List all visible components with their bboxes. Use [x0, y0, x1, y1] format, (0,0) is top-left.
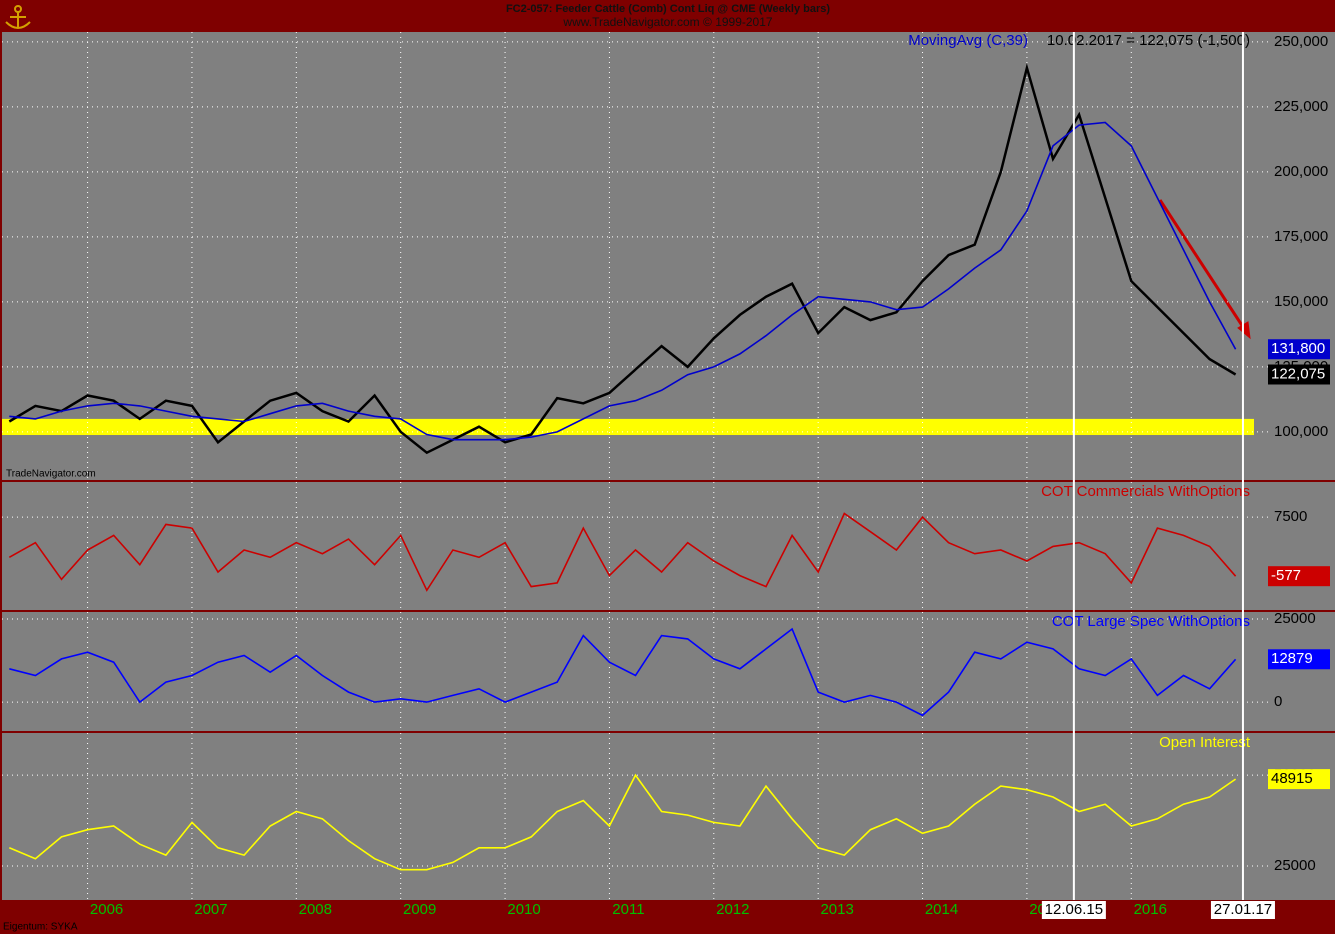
y-tick-label: 225,000 — [1274, 98, 1328, 115]
value-marker-box — [1268, 649, 1330, 670]
series-line — [8, 512, 1237, 592]
value-marker-label: 122,075 — [1271, 365, 1325, 382]
y-tick-label: 200,000 — [1274, 163, 1328, 180]
series-legend: MovingAvg (C,39) — [908, 32, 1028, 49]
x-tick-label: 2016 — [1134, 901, 1167, 918]
y-tick-label: 150,000 — [1274, 293, 1328, 310]
x-tick-label: 2014 — [925, 901, 958, 918]
value-marker-box — [1268, 364, 1330, 385]
x-tick-label: 2009 — [403, 901, 436, 918]
value-marker-box — [1268, 339, 1330, 360]
value-marker-box — [1268, 566, 1330, 587]
date-marker-box — [1210, 901, 1275, 919]
legend-value: 10.02.2017 = 122,075 (-1,500) — [1047, 32, 1250, 49]
x-tick-label: 2012 — [716, 901, 749, 918]
x-tick-label: 2008 — [299, 901, 332, 918]
logo — [5, 5, 31, 29]
series-line — [8, 63, 1237, 455]
x-tick-label: 2007 — [194, 901, 227, 918]
series-line — [9, 121, 1237, 441]
plot-background — [2, 32, 1335, 900]
x-tick-label: 2006 — [90, 901, 123, 918]
date-marker-label: 12.06.15 — [1045, 901, 1103, 918]
x-tick-label: 2011 — [612, 901, 644, 918]
date-marker-box — [1041, 901, 1106, 919]
value-marker-label: 12879 — [1271, 650, 1313, 667]
y-tick-label: 100,000 — [1274, 423, 1328, 440]
chart-title: FC2-057: Feeder Cattle (Comb) Cont Liq @… — [506, 3, 830, 15]
y-tick-label: 175,000 — [1274, 228, 1328, 245]
x-tick-label: 2010 — [507, 901, 540, 918]
y-tick-label: 250,000 — [1274, 33, 1328, 50]
chart-subtitle: www.TradeNavigator.com © 1999-2017 — [562, 15, 772, 29]
highlight-band — [2, 418, 1254, 436]
footer-note: Eigentum: SYKA — [3, 922, 78, 933]
value-marker-label: 48915 — [1271, 770, 1313, 787]
value-marker-label: -577 — [1271, 567, 1301, 584]
value-marker-label: 131,800 — [1271, 340, 1325, 357]
series-line — [9, 627, 1237, 717]
y-tick-label: 0 — [1274, 693, 1282, 710]
panel-title: Open Interest — [1159, 734, 1251, 751]
panel-title: COT Large Spec WithOptions — [1052, 613, 1250, 630]
date-marker-label: 27.01.17 — [1214, 901, 1272, 918]
series-line — [8, 773, 1237, 871]
panel-title: COT Commercials WithOptions — [1041, 483, 1250, 500]
y-tick-label: 25000 — [1274, 857, 1316, 874]
x-tick-label: 2013 — [820, 901, 853, 918]
y-tick-label: 7500 — [1274, 508, 1307, 525]
y-tick-label: 25000 — [1274, 610, 1316, 627]
value-marker-box — [1268, 769, 1330, 790]
watermark: TradeNavigator.com — [6, 469, 96, 480]
